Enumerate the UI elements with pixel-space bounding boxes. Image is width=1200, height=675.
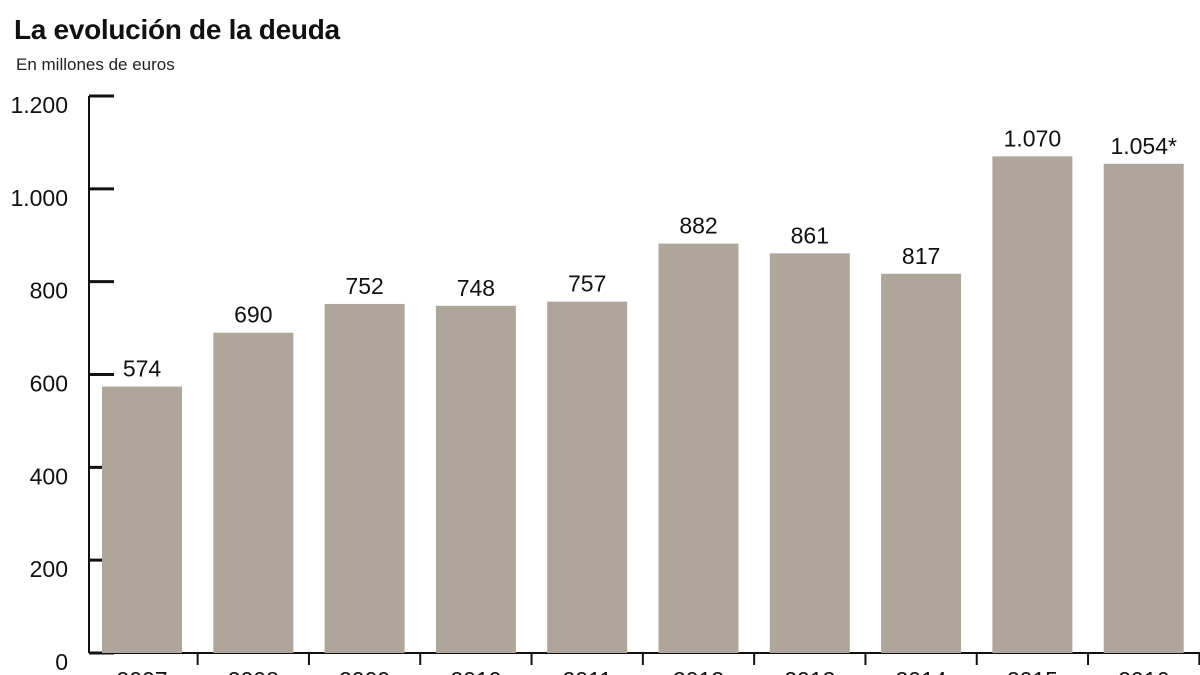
bar-2014: [881, 273, 962, 653]
bar-2008: [213, 332, 294, 653]
y-axis: 0 200 400 600 800 1.000 1.200: [10, 92, 1200, 675]
bars: [102, 156, 1184, 654]
data-label-2015: 1.070: [1004, 125, 1062, 151]
y-tick-label: 800: [30, 278, 68, 304]
y-tick-label: 0: [55, 649, 68, 675]
data-label-2014: 817: [902, 243, 940, 269]
chart-title: La evolución de la deuda: [14, 14, 340, 45]
y-tick-label: 600: [30, 371, 68, 397]
y-tick-label: 1.000: [10, 185, 68, 211]
data-label-2010: 748: [457, 275, 495, 301]
bar-2007: [102, 386, 182, 653]
data-label-2007: 574: [123, 356, 162, 382]
data-label-2013: 861: [791, 222, 829, 248]
bar-2015: [992, 156, 1073, 653]
x-tick-label-2014: 2014: [896, 667, 947, 675]
bar-2010: [435, 305, 516, 653]
x-tick-label-2011: 2011: [562, 667, 611, 675]
data-label-2016: 1.054*: [1110, 133, 1177, 159]
data-labels: 574 690 752 748 757 882 861 817 1.070 1.054*: [123, 125, 1177, 381]
bar-2013: [769, 253, 850, 654]
x-tick-label-2012: 2012: [673, 667, 724, 675]
y-tick-label: 400: [30, 463, 68, 489]
bar-2009: [324, 303, 405, 653]
x-tick-label-2010: 2010: [450, 667, 501, 675]
data-label-2012: 882: [679, 213, 717, 239]
x-tick-label-2008: 2008: [228, 667, 279, 675]
y-tick-label: 1.200: [10, 92, 68, 118]
bar-2016: [1103, 163, 1184, 654]
x-axis: 2007 2008 2009 2010 2011 2012 2013 2014 2015 2016: [116, 653, 1200, 675]
chart-subtitle: En millones de euros: [16, 55, 175, 74]
y-tick-label: 200: [30, 556, 68, 582]
bar-2011: [547, 301, 628, 653]
data-label-2011: 757: [568, 271, 606, 297]
bar-2012: [658, 243, 739, 654]
x-tick-label-2007: 2007: [116, 667, 167, 675]
x-tick-label-2013: 2013: [784, 667, 835, 675]
data-label-2008: 690: [234, 302, 272, 328]
x-tick-label-2016: 2016: [1118, 667, 1169, 675]
x-tick-label-2009: 2009: [339, 667, 390, 675]
x-tick-label-2015: 2015: [1007, 667, 1058, 675]
data-label-2009: 752: [345, 273, 383, 299]
